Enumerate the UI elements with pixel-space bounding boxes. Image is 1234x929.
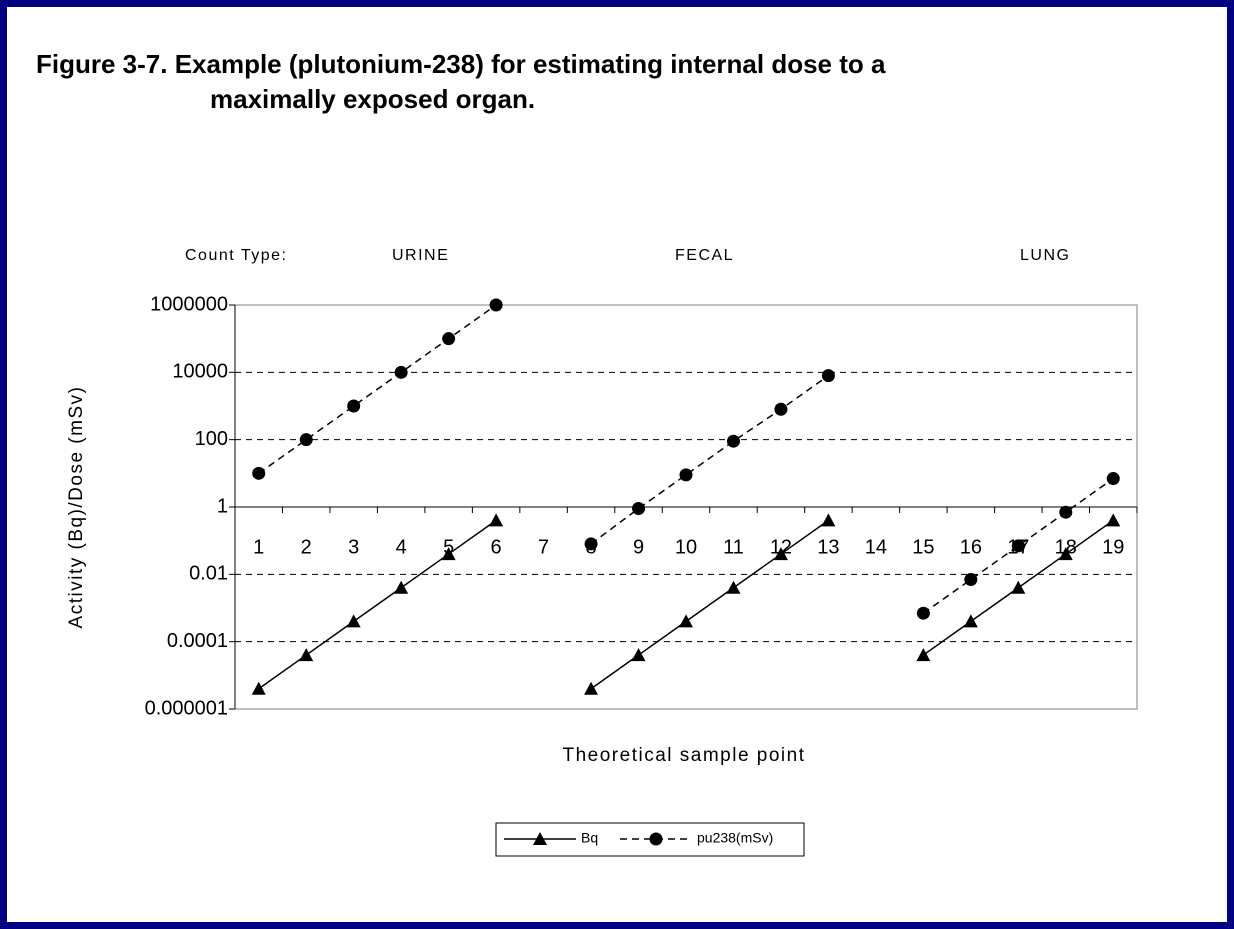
- x-tick-label: 2: [301, 536, 312, 558]
- y-tick-label: 0.0001: [167, 630, 228, 652]
- legend-marker: [649, 832, 663, 846]
- x-tick-label: 10: [675, 536, 697, 558]
- data-point: [726, 580, 741, 594]
- x-tick-label: 11: [723, 536, 744, 558]
- legend-label: Bq: [581, 830, 598, 846]
- y-tick-label: 1000000: [150, 293, 228, 315]
- data-point: [1106, 472, 1120, 486]
- y-tick-label: 100: [195, 428, 228, 450]
- annotation: LUNG: [1020, 247, 1070, 264]
- data-point: [631, 648, 646, 662]
- data-point: [442, 332, 456, 346]
- data-point: [679, 468, 693, 482]
- data-point: [252, 466, 266, 480]
- x-tick-label: 9: [633, 536, 644, 558]
- x-tick-label: 14: [865, 536, 887, 558]
- data-point: [489, 298, 503, 312]
- data-point: [346, 614, 361, 628]
- data-point: [299, 433, 313, 447]
- y-tick-label: 1: [217, 495, 228, 517]
- data-point: [1011, 580, 1026, 594]
- data-point: [441, 547, 456, 561]
- data-point: [679, 614, 693, 628]
- chart-title: Figure 3-7. Example (plutonium-238) for …: [36, 49, 886, 79]
- annotation: Count Type:: [185, 247, 287, 264]
- data-point: [584, 681, 599, 695]
- x-tick-label: 16: [960, 536, 982, 558]
- legend-marker: [533, 832, 547, 845]
- data-point: [726, 434, 740, 448]
- data-point: [773, 547, 788, 561]
- data-point: [347, 399, 361, 413]
- y-tick-label: 0.000001: [145, 697, 228, 719]
- data-point: [821, 369, 835, 383]
- chart-title: maximally exposed organ.: [210, 84, 535, 114]
- data-point: [821, 513, 836, 527]
- data-point: [1058, 547, 1073, 561]
- x-tick-label: 7: [538, 536, 549, 558]
- data-point: [489, 513, 504, 527]
- chart: Figure 3-7. Example (plutonium-238) for …: [36, 49, 1138, 857]
- x-tick-label: 3: [348, 536, 359, 558]
- data-point: [963, 614, 978, 628]
- x-tick-label: 13: [817, 536, 839, 558]
- x-tick-label: 6: [491, 536, 502, 558]
- data-point: [632, 502, 646, 516]
- y-tick-label: 0.01: [189, 563, 228, 585]
- data-point: [774, 402, 788, 416]
- data-point: [584, 537, 598, 551]
- data-point: [916, 648, 931, 662]
- annotation: URINE: [392, 247, 449, 264]
- y-axis-label: Activity (Bq)/Dose (mSv): [66, 386, 87, 629]
- x-tick-label: 15: [912, 536, 934, 558]
- data-point: [1106, 513, 1121, 527]
- annotation: FECAL: [675, 247, 734, 264]
- data-point: [964, 573, 978, 587]
- data-point: [394, 580, 409, 594]
- x-axis-label: Theoretical sample point: [563, 745, 806, 766]
- data-point: [394, 365, 408, 379]
- data-point: [916, 606, 930, 620]
- data-point: [1059, 505, 1073, 519]
- data-point: [251, 681, 266, 695]
- y-tick-label: 10000: [172, 361, 228, 383]
- x-tick-label: 19: [1102, 536, 1124, 558]
- x-tick-label: 1: [253, 536, 264, 558]
- data-point: [299, 648, 314, 662]
- x-tick-label: 4: [396, 536, 407, 558]
- legend-label: pu238(mSv): [697, 830, 773, 846]
- data-point: [1011, 539, 1025, 553]
- series-line: [258, 304, 1114, 614]
